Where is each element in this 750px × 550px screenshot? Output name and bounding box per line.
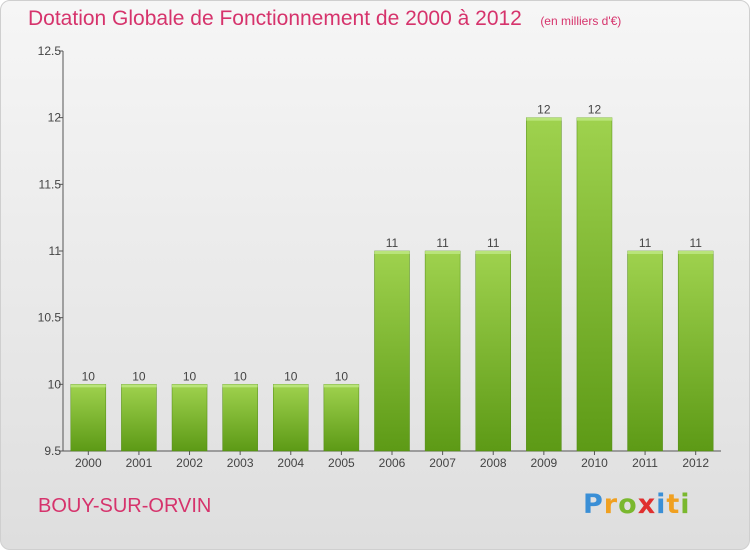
bar	[677, 250, 714, 452]
logo-letter: t	[666, 489, 681, 520]
title-row: Dotation Globale de Fonctionnement de 20…	[28, 7, 621, 31]
logo-letter: o	[618, 489, 638, 520]
bar	[526, 117, 562, 452]
bar-highlight	[374, 251, 410, 254]
y-tick-label: 11	[49, 244, 62, 258]
bar	[171, 384, 208, 452]
x-tick-label: 2010	[581, 456, 608, 470]
y-tick-label: 9.5	[44, 444, 61, 458]
bars	[70, 117, 714, 452]
bar-highlight	[475, 251, 511, 254]
data-label: 11	[436, 236, 449, 250]
bar	[424, 250, 461, 452]
x-tick-label: 2009	[530, 456, 557, 470]
y-tick-label: 10	[48, 377, 62, 391]
data-label: 10	[132, 369, 146, 383]
chart-title: Dotation Globale de Fonctionnement de 20…	[28, 7, 522, 30]
y-tick-label: 11.5	[39, 177, 62, 191]
bar	[627, 250, 663, 452]
y-tick-label: 12.5	[38, 44, 62, 58]
bar-highlight	[172, 384, 208, 388]
data-label: 12	[588, 103, 602, 117]
bar-highlight	[627, 251, 663, 254]
bar	[323, 384, 360, 452]
logo-letter: i	[656, 489, 667, 520]
bar-highlight	[70, 384, 106, 388]
y-tick-label: 12	[48, 111, 62, 125]
x-tick-label: 2003	[227, 456, 254, 470]
x-tick-label: 2011	[632, 456, 658, 470]
bar-highlight	[576, 117, 612, 121]
bar-highlight	[425, 251, 461, 254]
unit-note: (en milliers d'€)	[540, 14, 622, 28]
bar-highlight	[323, 384, 359, 388]
bar-highlight	[526, 117, 562, 121]
bar	[576, 117, 613, 452]
x-tick-label: 2001	[126, 456, 153, 470]
x-tick-label: 2000	[75, 456, 102, 470]
logo-letter: x	[637, 489, 657, 520]
x-tick-label: 2004	[277, 456, 304, 470]
bar-highlight	[222, 384, 258, 388]
x-tick-label: 2005	[328, 456, 355, 470]
data-label: 10	[284, 369, 298, 383]
bar-highlight	[121, 384, 157, 388]
bar	[70, 384, 107, 452]
data-label: 10	[183, 369, 197, 383]
bar-highlight	[273, 384, 309, 388]
x-tick-label: 2008	[480, 456, 507, 470]
data-label: 11	[639, 236, 652, 250]
data-label: 10	[82, 369, 96, 383]
bar	[475, 250, 511, 452]
logo-letter: P	[583, 489, 604, 520]
data-labels: 10 10 10 10 10 10 11 11 11 12 12 11 11	[82, 103, 703, 384]
data-label: 10	[233, 369, 247, 383]
x-tick-label: 2002	[176, 456, 203, 470]
bar	[273, 384, 309, 452]
data-label: 11	[689, 236, 702, 250]
bar	[121, 384, 157, 452]
data-label: 10	[335, 369, 349, 383]
proxiti-logo: Proxiti	[583, 489, 691, 520]
data-label: 11	[487, 236, 500, 250]
x-tick-label: 2006	[379, 456, 406, 470]
x-tick-label: 2012	[682, 456, 709, 470]
bar	[222, 384, 258, 452]
bar	[374, 250, 410, 452]
logo-letter: r	[603, 489, 619, 520]
data-label: 12	[537, 103, 551, 117]
logo-letter: i	[680, 489, 691, 520]
data-label: 11	[386, 236, 399, 250]
bar-highlight	[678, 251, 714, 254]
y-tick-label: 10.5	[38, 311, 62, 325]
commune-name: BOUY-SUR-ORVIN	[38, 495, 212, 517]
x-tick-label: 2007	[429, 456, 456, 470]
